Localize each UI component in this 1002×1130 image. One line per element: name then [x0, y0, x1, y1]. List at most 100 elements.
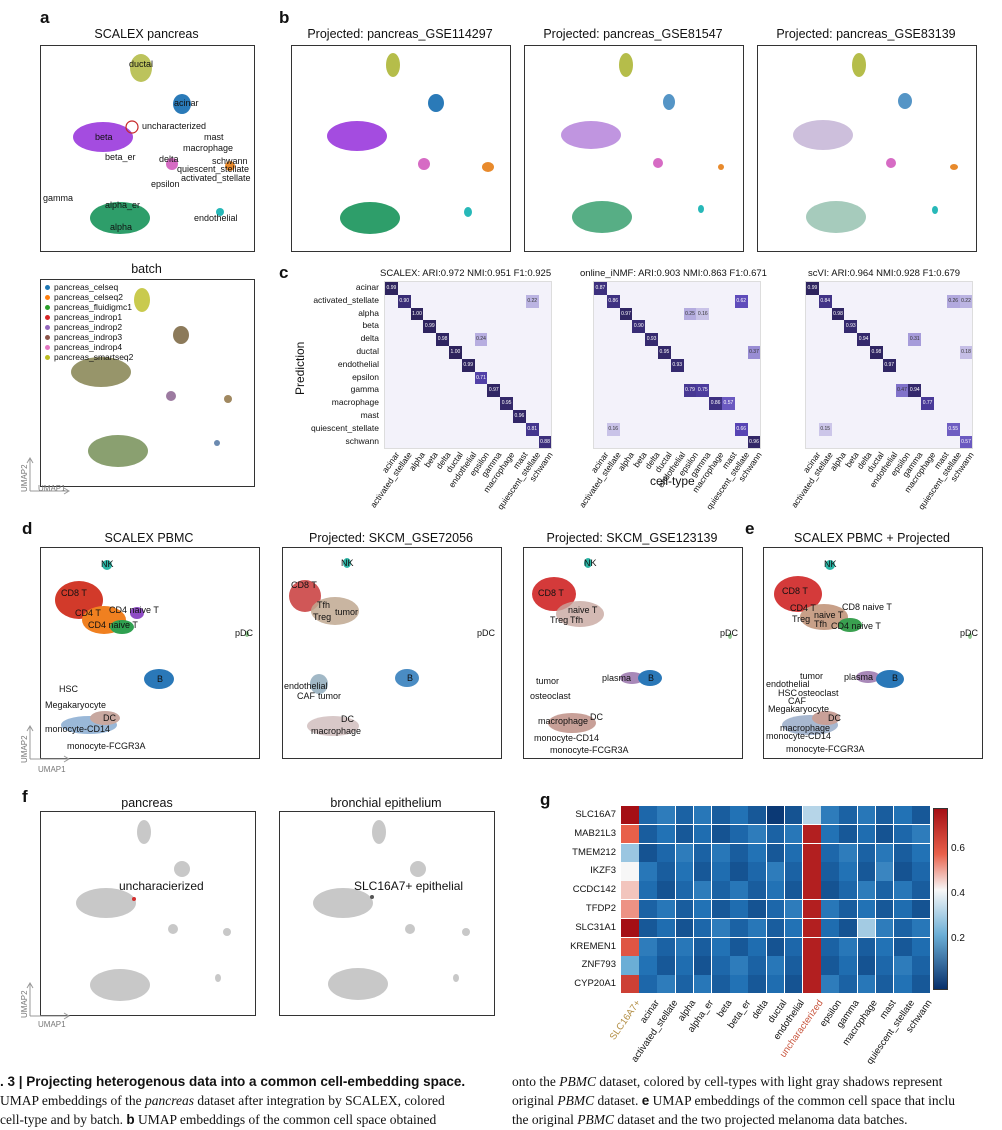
matrix-cell: 0.94	[908, 384, 922, 398]
heatmap-cell	[675, 881, 694, 900]
heatmap-cell	[784, 824, 803, 843]
heatmap-cell	[730, 843, 748, 862]
matrix-row-label: delta	[360, 333, 379, 344]
heatmap-cell	[621, 900, 639, 919]
batch-umap: pancreas_celseq pancreas_celseq2 pancrea…	[40, 279, 255, 487]
heatmap-cell	[803, 824, 821, 843]
heatmap-cell	[784, 975, 803, 994]
label-cd8-t: CD8 T	[61, 588, 87, 598]
heatmap-cell	[875, 900, 894, 919]
matrix-row-label: acinar	[355, 282, 379, 292]
matrix-cell: 0.31	[908, 333, 922, 346]
label-alpha: alpha	[110, 222, 133, 232]
umap1-label: UMAP1	[38, 484, 66, 493]
label-megakaryocyte: Megakaryocyte	[768, 704, 830, 714]
heatmap-cell	[875, 975, 894, 994]
heatmap-cell	[748, 862, 766, 881]
heatmap-cell	[621, 862, 639, 881]
heatmap-cell	[803, 843, 821, 862]
heatmap-cell	[675, 937, 694, 956]
label-pdc: pDC	[960, 628, 979, 638]
umap2-label: UMAP2	[20, 990, 29, 1018]
heatmap-cell	[730, 975, 748, 994]
matrix-cell: 0.99	[461, 358, 475, 372]
heatmap-cell	[875, 862, 894, 881]
matrix-cell: 0.16	[696, 307, 710, 321]
matrix-cell: 0.84	[818, 294, 832, 308]
matrix-cell: 0.97	[882, 358, 896, 372]
heatmap-cell	[621, 843, 639, 862]
label-mast: mast	[204, 132, 224, 142]
panel-label-g: g	[540, 790, 551, 809]
caption-right-line-1: original PBMC dataset. e UMAP embeddings…	[512, 1093, 956, 1108]
heatmap-row-label: KREMEN1	[570, 940, 616, 952]
matrix-cell: 0.99	[806, 282, 819, 295]
label-caf: CAF	[297, 691, 315, 701]
heatmap-row-label: SLC16A7	[575, 809, 616, 820]
label-cd4-naive-t: CD4 naive T	[109, 605, 159, 615]
matrix-cell: 0.94	[857, 333, 870, 346]
heatmap-cell	[712, 956, 730, 975]
label-dc: DC	[590, 712, 603, 722]
caption-left-line-1: UMAP embeddings of the pancreas dataset …	[0, 1093, 445, 1108]
heatmap-cell	[675, 900, 694, 919]
heatmap-cell	[821, 937, 839, 956]
label-megakaryocyte: Megakaryocyte	[45, 700, 107, 710]
heatmap-cell	[912, 806, 930, 825]
caption-right-line-0: onto the PBMC dataset, colored by cell-t…	[512, 1074, 943, 1089]
heatmap-cell	[803, 937, 821, 956]
heatmap-cell	[912, 900, 930, 919]
caption-right-line-2: the original PBMC dataset and the two pr…	[512, 1112, 908, 1127]
matrix-cell: 0.57	[722, 397, 735, 410]
heatmap-cell	[894, 975, 912, 994]
legend-item: pancreas_celseq2	[45, 292, 123, 302]
label-b: B	[892, 673, 899, 683]
heatmap-cell	[912, 975, 930, 994]
legend-item: pancreas_indrop4	[45, 342, 122, 352]
heatmap-cell	[875, 806, 894, 825]
matrix-cell: 0.62	[734, 294, 748, 308]
matrix-cell: 0.25	[683, 307, 697, 321]
heatmap-cell	[784, 881, 803, 900]
b-umap-1	[291, 45, 511, 252]
f-title-1: pancreas	[121, 796, 173, 810]
label-monocyte-fcgr3a: monocyte-FCGR3A	[550, 745, 629, 755]
label-acinar: acinar	[174, 98, 199, 108]
combined-umap: NK CD8 T CD4 T naive T CD8 naive T Treg …	[763, 547, 983, 759]
colorbar	[933, 808, 948, 990]
caption-left-line-0: . 3 | Projecting heterogenous data into …	[0, 1074, 466, 1089]
label-nk: NK	[584, 558, 597, 568]
heatmap-row-label: ZNF793	[581, 959, 616, 971]
heatmap-cell	[675, 806, 694, 825]
caption-left: . 3 | Projecting heterogenous data into …	[0, 1072, 500, 1129]
heatmap-cell	[748, 956, 766, 975]
heatmap-cell	[639, 824, 657, 843]
heatmap-cell	[912, 956, 930, 975]
label-naive-t: naive T	[814, 610, 844, 620]
label-treg: Treg	[792, 614, 811, 624]
heatmap-row-label: TFDP2	[585, 903, 616, 914]
heatmap-cell	[621, 975, 639, 994]
label-dc: DC	[341, 714, 354, 724]
matrix-cell: 0.57	[959, 435, 973, 449]
heatmap-cell	[730, 937, 748, 956]
label-endothelial: endothelial	[284, 681, 328, 691]
c-xlabel: cell-type	[650, 474, 695, 488]
label-hsc: HSC	[59, 684, 79, 694]
heatmap-cell	[657, 881, 675, 900]
label-caf: CAF	[788, 696, 806, 706]
label-beta: beta	[95, 132, 113, 142]
heatmap-cell	[766, 900, 785, 919]
heatmap-cell	[621, 824, 639, 843]
matrix-cell: 0.98	[436, 333, 449, 346]
heatmap-cell	[657, 824, 675, 843]
heatmap-cell	[875, 881, 894, 900]
heatmap-cell	[766, 937, 785, 956]
heatmap-cell	[894, 956, 912, 975]
label-quiescent-stellate: quiescent_stellate	[177, 164, 250, 174]
heatmap-cell	[912, 937, 930, 956]
heatmap-cell	[693, 900, 712, 919]
legend-item: pancreas_fluidigmc1	[45, 302, 132, 312]
label-gamma: gamma	[43, 193, 74, 203]
heatmap-cell	[766, 956, 785, 975]
